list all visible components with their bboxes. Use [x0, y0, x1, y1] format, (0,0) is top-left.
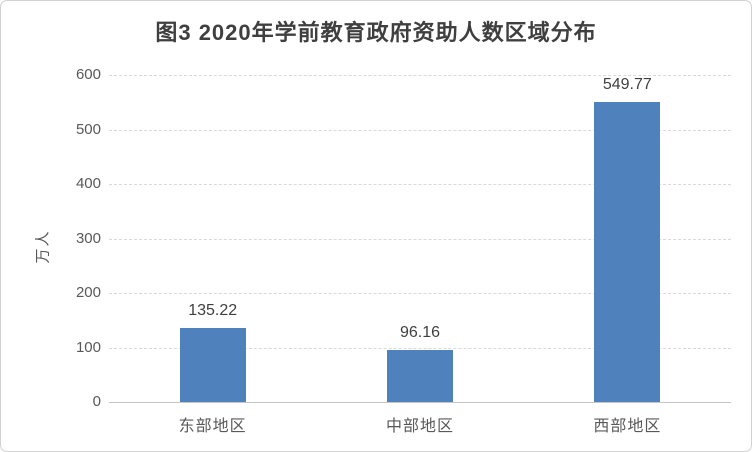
gridline-300	[109, 238, 731, 240]
y-tick-label-500: 500	[75, 120, 101, 138]
bar-中部地区	[387, 349, 453, 402]
gridline-400	[109, 184, 731, 185]
bar-value-label-中部地区: 96.16	[399, 323, 441, 341]
gridline-600	[109, 75, 731, 76]
gridline-100	[109, 347, 731, 349]
y-tick-label-600: 600	[75, 66, 101, 83]
bar-value-label-西部地区: 549.77	[602, 76, 652, 94]
gridline-200	[109, 293, 731, 294]
x-axis-line	[109, 402, 731, 403]
y-tick-label-0: 0	[92, 393, 101, 410]
plot-area	[109, 75, 731, 403]
bar-西部地区	[594, 102, 661, 402]
x-category-label-西部地区: 西部地区	[593, 418, 662, 435]
bar-value-label-东部地区: 135.22	[188, 302, 238, 320]
y-tick-label-400: 400	[75, 175, 101, 192]
y-tick-label-300: 300	[75, 229, 101, 247]
y-tick-label-200: 200	[75, 284, 101, 301]
gridline-500	[109, 129, 731, 131]
bar-东部地区	[179, 328, 246, 402]
x-category-label-东部地区: 东部地区	[178, 418, 247, 435]
y-axis-title: 万人	[34, 229, 52, 264]
x-category-label-中部地区: 中部地区	[385, 418, 454, 435]
y-tick-label-100: 100	[75, 338, 101, 356]
chart-title: 图3 2020年学前教育政府资助人数区域分布	[155, 20, 597, 45]
